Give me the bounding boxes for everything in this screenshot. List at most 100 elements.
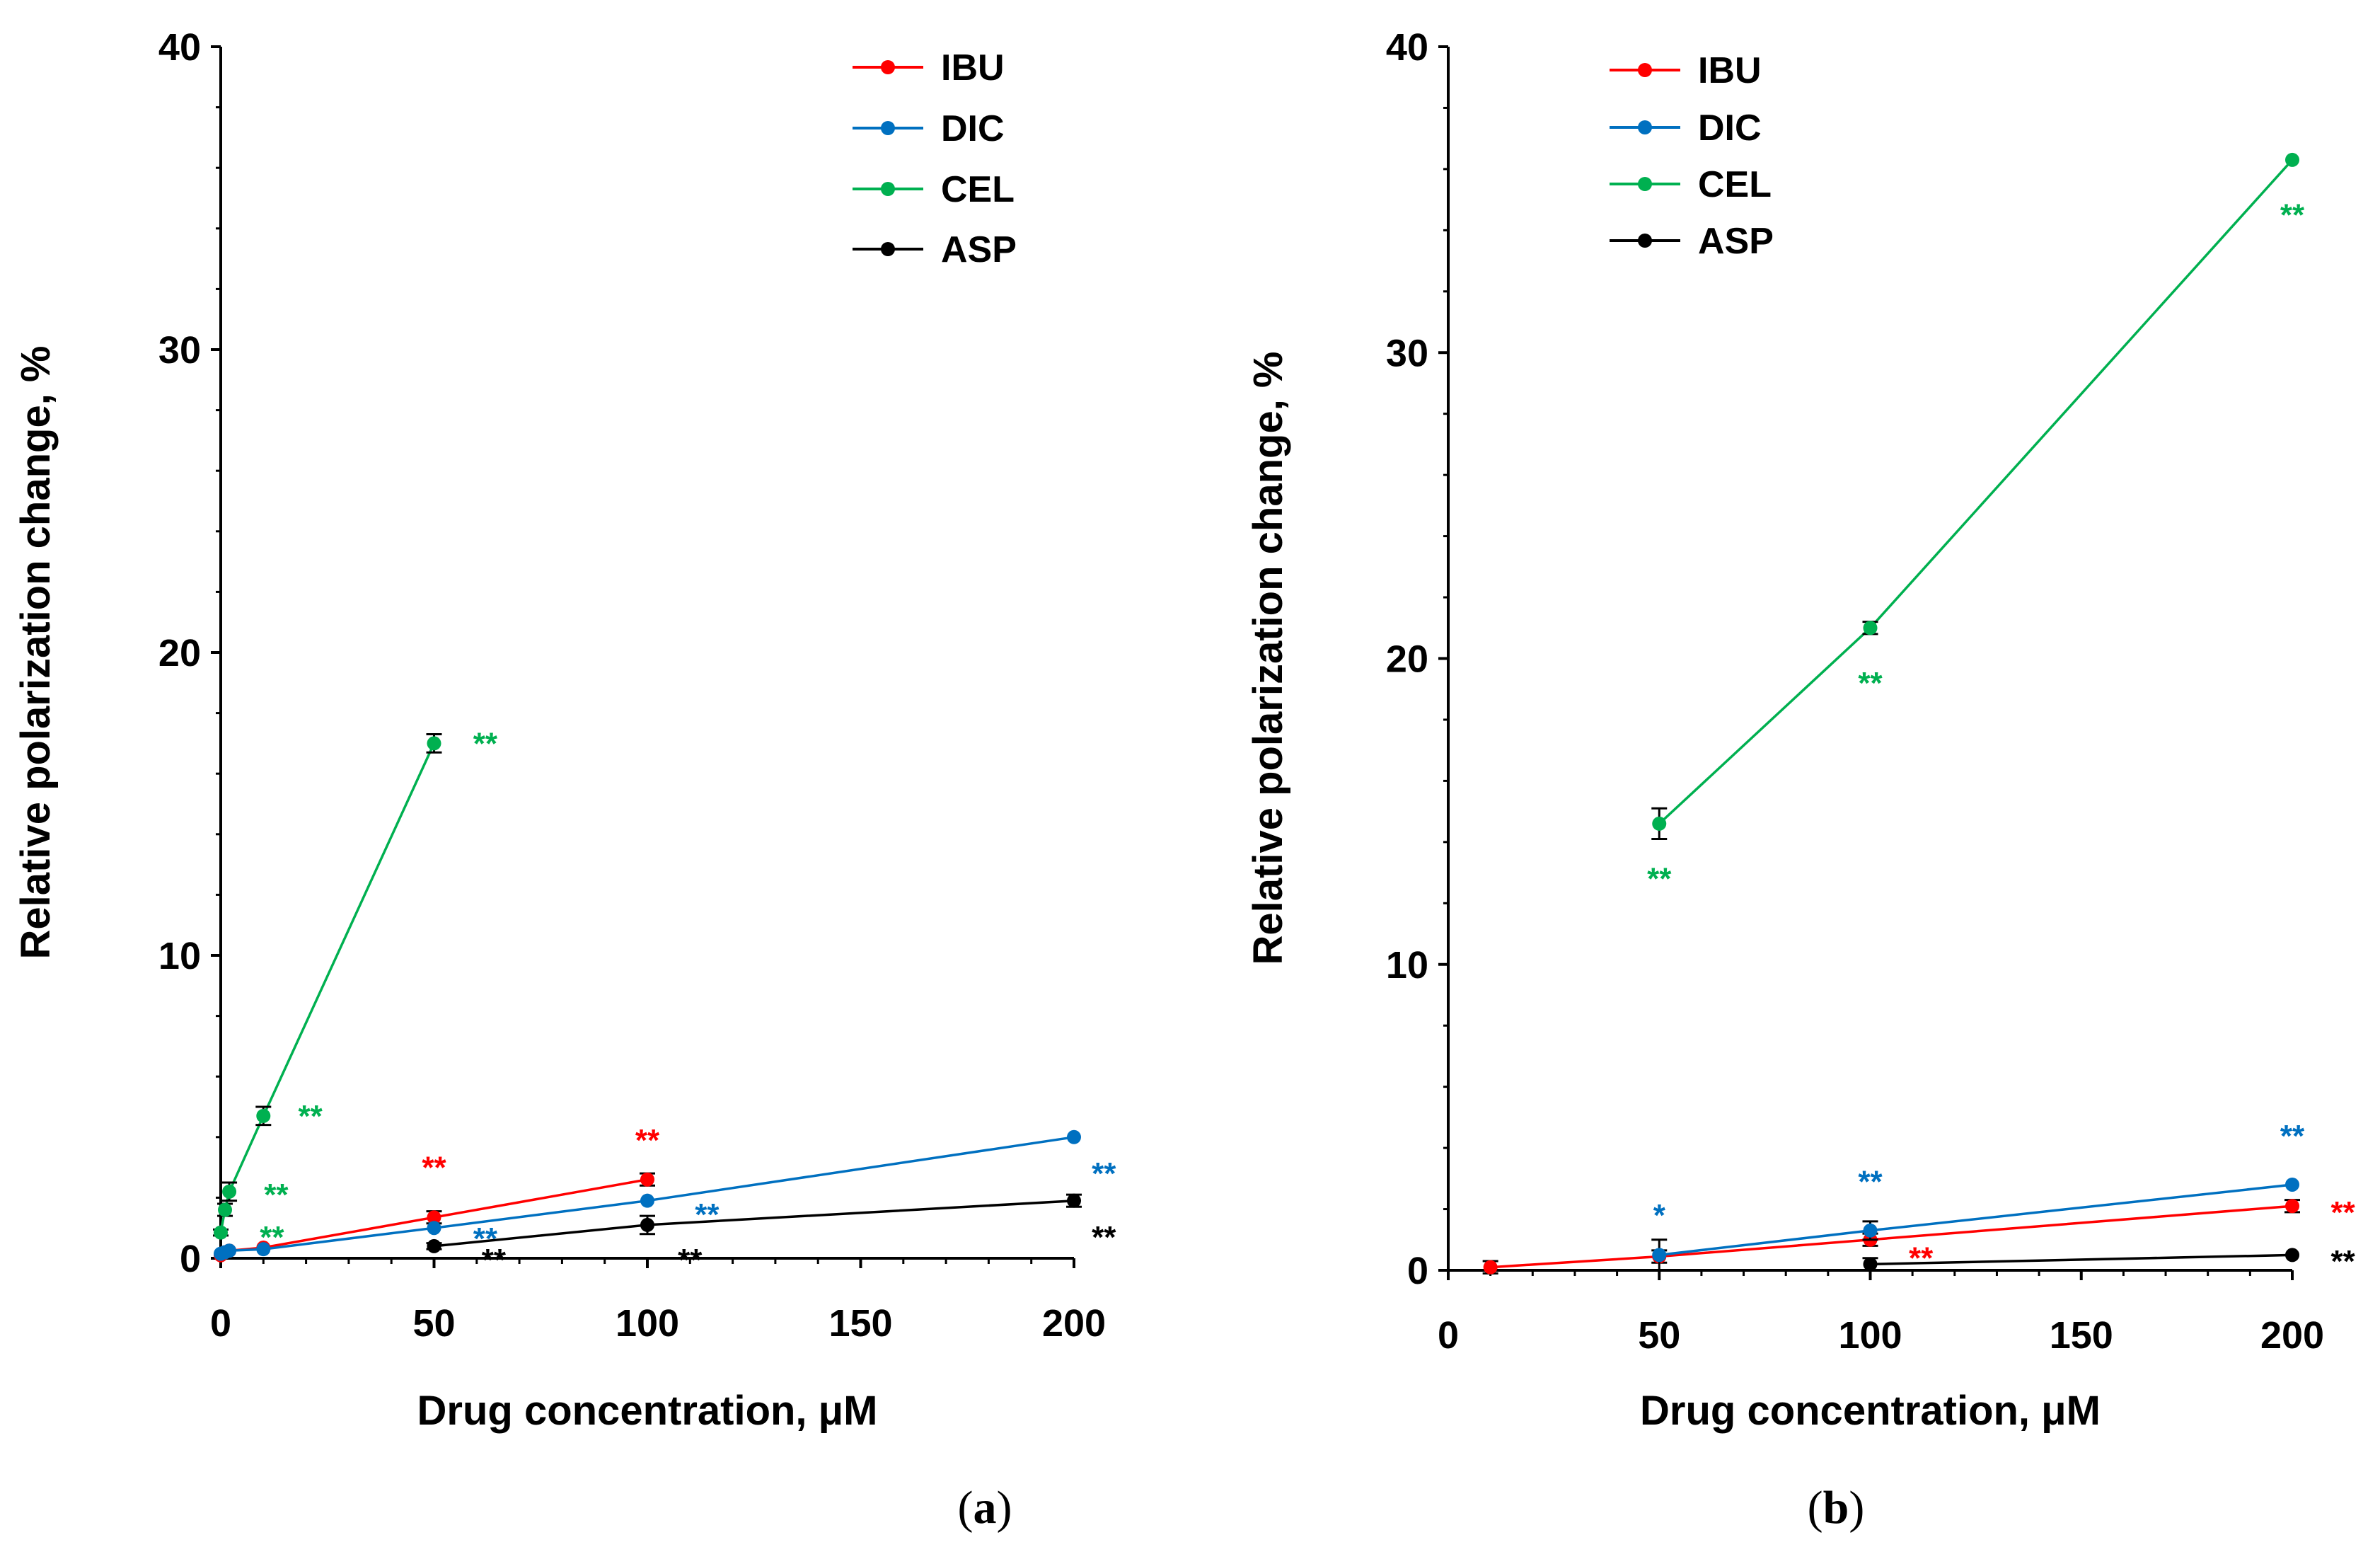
series-line-dic xyxy=(1659,1183,2293,1257)
legend-item-dic: DIC xyxy=(1610,108,1762,149)
series-line-ibu xyxy=(1490,1204,2293,1269)
significance-marker: ** xyxy=(299,1099,323,1134)
data-point-dic xyxy=(640,1193,654,1208)
x-tick-label: 0 xyxy=(1438,1314,1459,1357)
y-tick-label: 0 xyxy=(1407,1250,1428,1292)
significance-marker: ** xyxy=(2280,198,2305,233)
significance-marker: ** xyxy=(264,1178,289,1212)
significance-marker: ** xyxy=(1858,1165,1883,1200)
significance-marker: ** xyxy=(635,1123,660,1158)
legend: IBU DIC CEL ASP xyxy=(1610,50,1774,262)
data-point-cel xyxy=(214,1225,228,1240)
x-axis-title: Drug concentration, μM xyxy=(417,1388,878,1434)
data-point-dic xyxy=(256,1242,271,1257)
significance-marker: ** xyxy=(473,726,498,761)
significance-marker: ** xyxy=(260,1220,284,1255)
legend-item-ibu: IBU xyxy=(853,47,1005,88)
y-tick-label: 10 xyxy=(1386,944,1428,987)
significance-marker: ** xyxy=(2330,1195,2355,1230)
x-tick-label: 100 xyxy=(1838,1314,1902,1357)
series-line-asp xyxy=(434,1199,1075,1248)
x-tick-label: 150 xyxy=(2050,1314,2113,1357)
x-tick-label: 200 xyxy=(1042,1302,1106,1345)
data-point-cel xyxy=(218,1202,233,1217)
legend-label: CEL xyxy=(1698,164,1772,205)
data-point-cel xyxy=(1652,816,1667,831)
series-cel xyxy=(1651,152,2299,841)
data-point-cel xyxy=(1863,621,1878,636)
legend-item-asp: ASP xyxy=(853,229,1017,270)
significance-marker: ** xyxy=(1858,666,1883,701)
significance-marker: ** xyxy=(1092,1220,1116,1255)
data-point-cel xyxy=(427,736,441,751)
data-point-dic xyxy=(1863,1223,1878,1238)
data-point-dic xyxy=(2285,1177,2299,1192)
data-point-cel xyxy=(2285,152,2299,167)
x-tick-label: 100 xyxy=(616,1302,679,1345)
y-tick-label: 30 xyxy=(1386,332,1428,374)
x-tick-label: 150 xyxy=(828,1302,892,1345)
legend-swatch-marker xyxy=(1638,120,1652,134)
legend-item-cel: CEL xyxy=(853,169,1015,210)
data-point-cel xyxy=(222,1184,237,1199)
data-point-ibu xyxy=(640,1172,654,1187)
significance-marker: ** xyxy=(2280,1119,2305,1154)
data-point-ibu xyxy=(2285,1199,2299,1214)
x-tick-label: 200 xyxy=(2260,1314,2324,1357)
significance-marker: ** xyxy=(695,1197,720,1232)
significance-marker: ** xyxy=(1909,1241,1934,1276)
legend-label: DIC xyxy=(1698,108,1762,149)
significance-marker: ** xyxy=(2330,1244,2355,1279)
significance-marker: * xyxy=(1653,1198,1666,1233)
series-line-asp xyxy=(1870,1253,2293,1266)
legend-swatch-marker xyxy=(881,182,895,196)
data-point-cel xyxy=(256,1108,271,1123)
legend-swatch-marker xyxy=(1638,177,1652,191)
x-tick-label: 50 xyxy=(1638,1314,1680,1357)
series-asp xyxy=(426,1193,1082,1253)
legend-item-dic: DIC xyxy=(853,108,1005,149)
legend-swatch-marker xyxy=(881,121,895,135)
chart-panel-a: 0 10 20 30 40 0 50 100 150 200 Drug concentration,… xyxy=(13,26,1116,1434)
legend-label: CEL xyxy=(941,169,1015,210)
legend-label: IBU xyxy=(941,47,1005,88)
legend-item-ibu: IBU xyxy=(1610,50,1762,91)
data-point-asp xyxy=(2285,1248,2299,1263)
panel-label-a: (a) xyxy=(958,1482,1012,1534)
series-dic xyxy=(214,1129,1081,1261)
y-tick-label: 0 xyxy=(180,1238,201,1280)
significance-marker: ** xyxy=(473,1221,498,1256)
legend-label: ASP xyxy=(1698,221,1774,262)
significance-marker: ** xyxy=(1647,862,1672,897)
y-tick-label: 10 xyxy=(158,935,201,977)
y-tick-label: 40 xyxy=(158,26,201,69)
legend-swatch-marker xyxy=(881,242,895,256)
series-asp xyxy=(1862,1248,2299,1272)
data-point-asp xyxy=(427,1238,441,1253)
y-axis-title: Relative polarization change, % xyxy=(13,346,59,960)
data-point-dic xyxy=(1652,1248,1667,1263)
data-point-asp xyxy=(1863,1257,1878,1272)
x-tick-label: 0 xyxy=(210,1302,231,1345)
significance-marker: ** xyxy=(678,1243,703,1277)
legend-item-asp: ASP xyxy=(1610,221,1774,262)
x-tick-label: 50 xyxy=(412,1302,455,1345)
legend-label: ASP xyxy=(941,229,1017,270)
legend-item-cel: CEL xyxy=(1610,164,1772,205)
legend-label: DIC xyxy=(941,108,1005,149)
y-tick-label: 20 xyxy=(1386,638,1428,681)
data-point-ibu xyxy=(1483,1260,1498,1275)
series-cel xyxy=(213,733,442,1240)
data-point-dic xyxy=(1067,1129,1081,1144)
data-point-ibu xyxy=(427,1210,441,1225)
significance-marker: ** xyxy=(1092,1156,1116,1191)
legend-swatch-marker xyxy=(881,60,895,74)
legend-swatch-marker xyxy=(1638,234,1652,248)
data-point-dic xyxy=(222,1243,237,1258)
panel-label-b: (b) xyxy=(1808,1482,1865,1534)
y-axis-title: Relative polarization change, % xyxy=(1245,352,1291,965)
y-tick-label: 20 xyxy=(158,632,201,674)
significance-marker: ** xyxy=(422,1151,446,1185)
